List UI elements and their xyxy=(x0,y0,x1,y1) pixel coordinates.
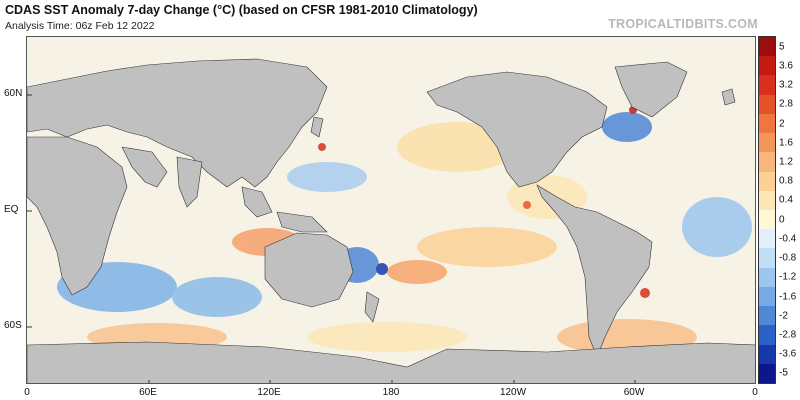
lat-label-60n: 60N xyxy=(4,88,23,99)
lon-label-60w: 60W xyxy=(623,387,645,398)
colorbar-segment xyxy=(759,113,775,134)
colorbar-segment xyxy=(759,363,775,384)
colorbar-tick-label: 0.4 xyxy=(779,194,793,206)
colorbar-segment xyxy=(759,344,775,365)
colorbar-tick-label: -2 xyxy=(779,310,788,322)
lat-label-eq: EQ xyxy=(4,204,19,215)
colorbar-segment xyxy=(759,94,775,115)
colorbar-tick-label: 0 xyxy=(779,214,785,226)
colorbar-segment xyxy=(759,210,775,230)
colorbar-tick-label: 3.6 xyxy=(779,60,793,72)
map-ticks xyxy=(27,94,636,383)
brand-watermark: TROPICALTIDBITS.COM xyxy=(608,17,758,31)
colorbar-tick-label: -0.4 xyxy=(779,233,797,245)
colorbar-tick-label: 1.2 xyxy=(779,156,793,168)
colorbar-tick-label: 0.8 xyxy=(779,175,793,187)
colorbar-segment xyxy=(759,133,775,153)
colorbar-tick-label: 1.6 xyxy=(779,137,793,149)
sst-map-canvas xyxy=(27,58,755,383)
lon-label-0-right: 0 xyxy=(752,387,758,398)
colorbar-tick-label: 2 xyxy=(779,118,785,129)
colorbar-segment xyxy=(759,56,775,76)
map-title: CDAS SST Anomaly 7-day Change (°C) (base… xyxy=(5,3,478,17)
colorbar-segment xyxy=(759,286,775,307)
colorbar-tick-label: -2.8 xyxy=(779,329,797,341)
colorbar-segment xyxy=(759,248,775,269)
colorbar-tick-label: -1.2 xyxy=(779,271,797,283)
colorbar xyxy=(758,36,776,384)
colorbar-segment xyxy=(759,325,775,346)
analysis-time: Analysis Time: 06z Feb 12 2022 xyxy=(5,20,155,32)
colorbar-tick-label: -0.8 xyxy=(779,252,797,264)
lon-label-0-left: 0 xyxy=(24,387,30,398)
colorbar-segment xyxy=(759,229,775,249)
colorbar-tick-label: 3.2 xyxy=(779,79,793,91)
colorbar-segment xyxy=(759,306,775,326)
colorbar-tick-label: -3.6 xyxy=(779,348,797,360)
lon-label-180: 180 xyxy=(382,387,400,398)
lon-label-60e: 60E xyxy=(139,387,157,398)
colorbar-segment xyxy=(759,190,775,211)
colorbar-segment xyxy=(759,75,775,96)
land-masses xyxy=(27,58,755,383)
lat-label-60s: 60S xyxy=(4,320,22,331)
lon-label-120w: 120W xyxy=(499,387,527,398)
colorbar-segment xyxy=(759,152,775,173)
colorbar-segment xyxy=(759,37,775,57)
sst-map xyxy=(26,36,756,384)
lon-label-120e: 120E xyxy=(257,387,281,398)
colorbar-tick-label: 2.8 xyxy=(779,98,793,110)
colorbar-tick-label: -5 xyxy=(779,367,788,379)
colorbar-tick-label: -1.6 xyxy=(779,291,797,302)
colorbar-segment xyxy=(759,171,775,192)
colorbar-segment xyxy=(759,267,775,288)
colorbar-tick-label: 5 xyxy=(779,41,785,53)
